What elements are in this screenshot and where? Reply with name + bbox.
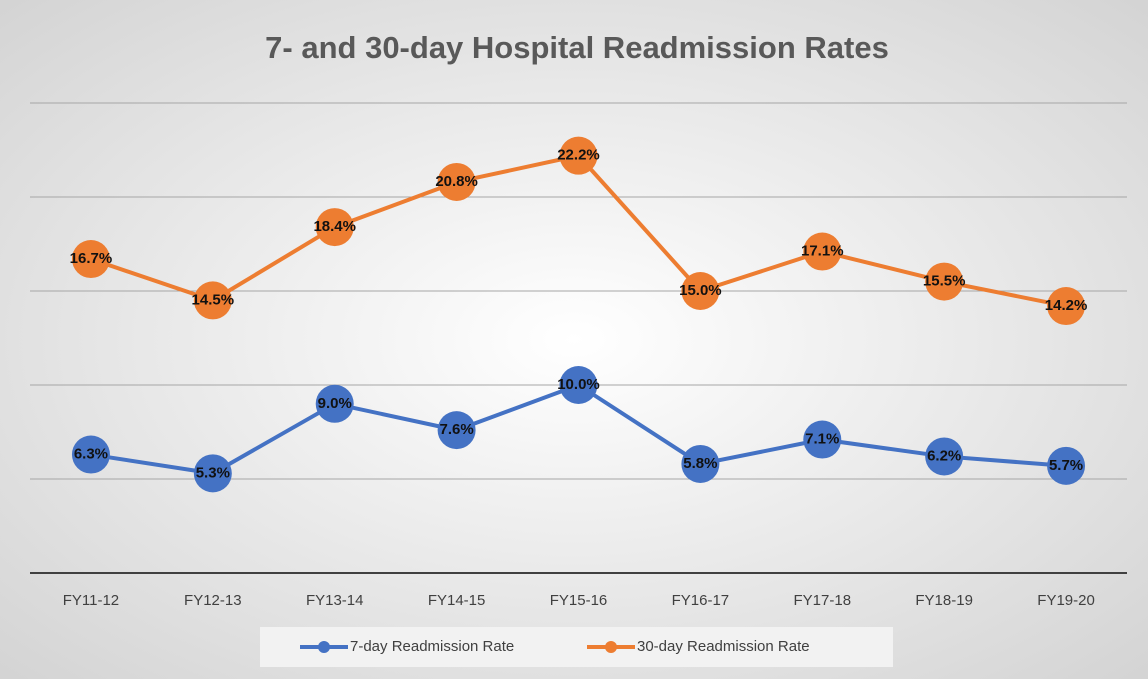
marker xyxy=(803,232,842,271)
marker xyxy=(437,411,476,450)
legend-box xyxy=(260,627,893,667)
x-tick-label: FY15-16 xyxy=(550,592,608,609)
x-tick-label: FY13-14 xyxy=(306,592,364,609)
data-label: 5.3% xyxy=(196,464,230,481)
marker xyxy=(559,136,598,175)
data-label: 10.0% xyxy=(557,376,600,393)
marker xyxy=(71,240,110,279)
data-label: 14.5% xyxy=(192,291,235,308)
data-label: 9.0% xyxy=(318,395,352,412)
data-label: 6.2% xyxy=(927,447,961,464)
data-label: 16.7% xyxy=(70,250,113,267)
x-tick-label: FY11-12 xyxy=(63,592,119,609)
marker xyxy=(925,437,964,476)
data-label: 18.4% xyxy=(313,218,356,235)
marker xyxy=(681,444,720,483)
data-label: 15.0% xyxy=(679,282,722,299)
data-label: 17.1% xyxy=(801,242,844,259)
x-tick-label: FY19-20 xyxy=(1037,592,1095,609)
marker xyxy=(559,366,598,404)
data-label: 7.1% xyxy=(805,430,839,447)
marker xyxy=(1047,287,1086,326)
x-tick-label: FY12-13 xyxy=(184,592,242,609)
marker xyxy=(193,281,232,320)
data-label: 22.2% xyxy=(557,147,600,164)
legend-label: 7-day Readmission Rate xyxy=(350,638,514,655)
marker xyxy=(1047,446,1086,485)
data-label: 5.8% xyxy=(683,455,717,472)
x-tick-label: FY18-19 xyxy=(915,592,973,609)
marker xyxy=(315,208,354,247)
data-label: 20.8% xyxy=(435,173,478,190)
marker xyxy=(803,420,842,459)
data-label: 7.6% xyxy=(440,421,474,438)
x-tick-label: FY17-18 xyxy=(794,592,852,609)
marker xyxy=(681,272,720,310)
marker xyxy=(315,384,354,423)
chart-title: 7- and 30-day Hospital Readmission Rates xyxy=(265,30,889,65)
marker xyxy=(925,262,964,301)
data-label: 6.3% xyxy=(74,446,108,463)
marker xyxy=(193,454,232,493)
x-tick-label: FY14-15 xyxy=(428,592,486,609)
legend-label: 30-day Readmission Rate xyxy=(637,638,810,655)
marker xyxy=(437,162,476,201)
data-label: 5.7% xyxy=(1049,457,1083,474)
legend-swatch-marker xyxy=(605,641,617,653)
data-label: 14.2% xyxy=(1045,297,1088,314)
data-label: 15.5% xyxy=(923,273,966,290)
marker xyxy=(71,435,110,474)
legend-swatch-marker xyxy=(318,641,330,653)
x-tick-label: FY16-17 xyxy=(672,592,730,609)
